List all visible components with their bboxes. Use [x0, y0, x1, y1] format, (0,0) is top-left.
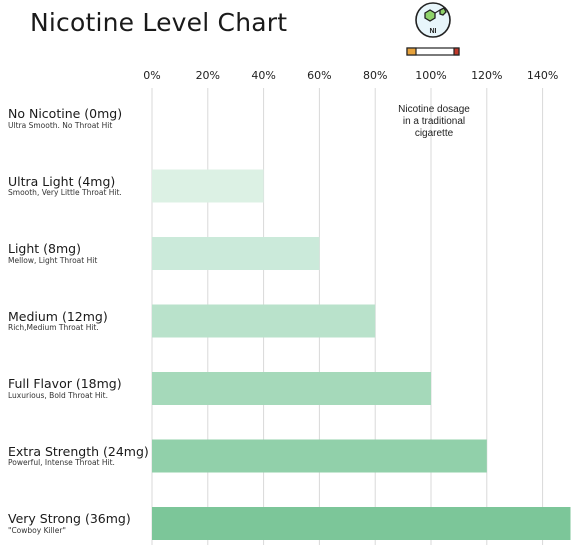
- bar: [152, 237, 320, 270]
- x-tick-label: 0%: [143, 69, 160, 82]
- category-name: No Nicotine (0mg): [8, 106, 123, 121]
- bar: [152, 439, 487, 473]
- category-label: No Nicotine (0mg) Ultra Smooth. No Throat…: [8, 107, 150, 130]
- category-name: Extra Strength (24mg): [8, 443, 149, 459]
- category-label: Medium (12mg) Rich,Medium Throat Hit.: [8, 308, 150, 333]
- category-description: Mellow, Light Throat Hit: [8, 255, 98, 265]
- category-name: Full Flavor (18mg): [8, 376, 122, 391]
- category-description: Smooth, Very Little Throat Hit.: [8, 188, 122, 198]
- category-name: Light (8mg): [8, 241, 81, 256]
- category-description: Rich,Medium Throat Hit.: [8, 323, 99, 333]
- category-label: Ultra Light (4mg) Smooth, Very Little Thr…: [8, 173, 150, 198]
- category-name: Ultra Light (4mg): [8, 173, 116, 189]
- bar: [152, 169, 264, 203]
- logo-badge-text: NI: [430, 28, 437, 35]
- x-tick-label: 140%: [527, 69, 558, 82]
- nicotine-logo: NI: [406, 2, 460, 56]
- category-name: Medium (12mg): [8, 308, 108, 324]
- category-label: Light (8mg) Mellow, Light Throat Hit: [8, 242, 150, 265]
- x-tick-label: 80%: [363, 69, 387, 82]
- reference-annotation: Nicotine dosage in a traditional cigaret…: [398, 104, 470, 139]
- x-tick-label: 100%: [415, 69, 446, 82]
- bar: [152, 372, 431, 405]
- x-tick-label: 60%: [307, 69, 331, 82]
- category-label: Very Strong (36mg) "Cowboy Killer": [8, 512, 150, 535]
- x-tick-label: 40%: [251, 69, 275, 82]
- category-name: Very Strong (36mg): [8, 511, 131, 526]
- category-label: Full Flavor (18mg) Luxurious, Bold Throat…: [8, 377, 150, 400]
- category-description: Ultra Smooth. No Throat Hit: [8, 120, 113, 130]
- category-description: "Cowboy Killer": [8, 525, 66, 535]
- bar: [152, 507, 571, 540]
- category-description: Luxurious, Bold Throat Hit.: [8, 390, 108, 400]
- category-label: Extra Strength (24mg) Powerful, Intense T…: [8, 443, 150, 468]
- x-tick-label: 120%: [471, 69, 502, 82]
- bar: [152, 304, 376, 338]
- x-tick-label: 20%: [196, 69, 220, 82]
- category-description: Powerful, Intense Throat Hit.: [8, 458, 115, 468]
- chart-title: Nicotine Level Chart: [30, 8, 288, 37]
